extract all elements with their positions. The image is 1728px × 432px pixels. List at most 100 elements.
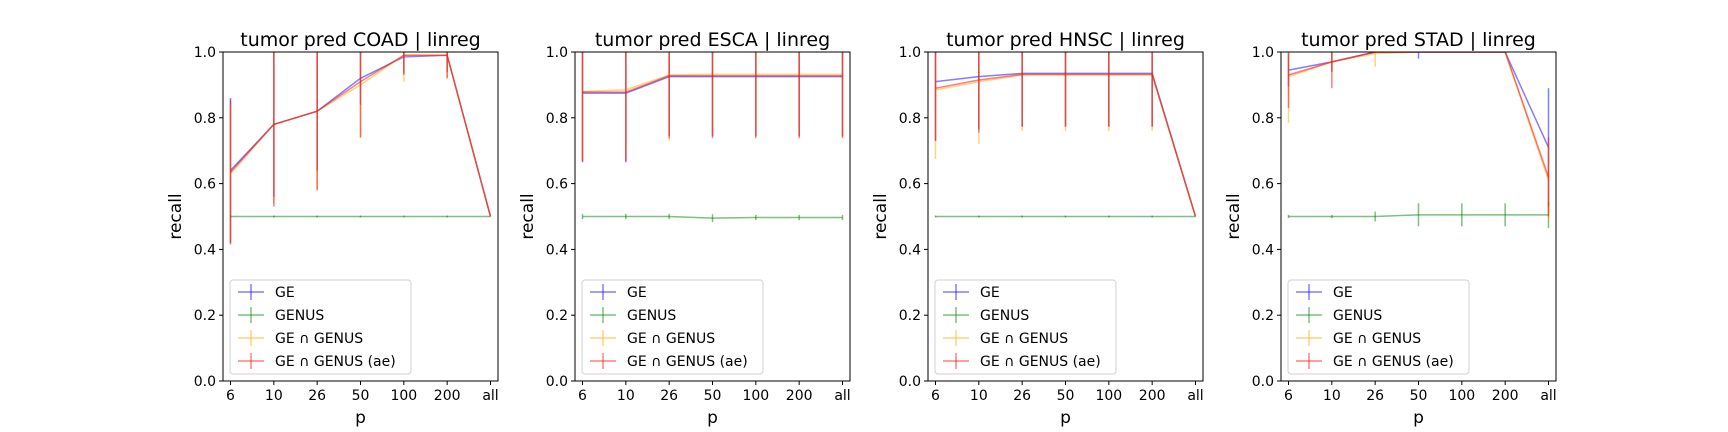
x-tick-label: all	[1187, 388, 1203, 404]
y-tick-label: 0.2	[546, 308, 568, 324]
legend-item: GENUS	[590, 307, 676, 324]
chart-panel-2: tumor pred ESCA | linreg 0.0 0.2 0.4 0.6 0.8 1…	[518, 29, 851, 428]
legend-label: GE ∩ GENUS	[275, 331, 363, 347]
x-tick-label: 50	[352, 388, 370, 404]
legend-label: GE ∩ GENUS (ae)	[627, 354, 748, 370]
x-tick-label: 10	[970, 388, 988, 404]
legend-item: GE ∩ GENUS (ae)	[943, 353, 1101, 370]
legend-label: GE	[1333, 285, 1353, 301]
x-axis-label: p	[1413, 408, 1424, 428]
legend-item: GE	[943, 284, 1000, 301]
y-tick-label: 1.0	[899, 45, 921, 61]
axes-frame	[222, 51, 499, 382]
axes-frame	[574, 51, 851, 382]
series-ge-genus-ae	[934, 52, 1197, 217]
y-axis-label: recall	[518, 193, 538, 239]
legend-item: GE ∩ GENUS (ae)	[238, 353, 396, 370]
legend-box	[1287, 279, 1470, 375]
x-tick-label: 50	[1410, 388, 1428, 404]
legend-label: GENUS	[1333, 308, 1382, 324]
x-tick-label: all	[1540, 388, 1556, 404]
legend-item: GE	[1296, 284, 1353, 301]
legend-box	[934, 279, 1117, 375]
x-tick-label: all	[482, 388, 498, 404]
y-tick-label: 0.8	[1252, 111, 1274, 127]
legend-label: GE	[980, 285, 1000, 301]
legend-item: GE	[590, 284, 647, 301]
x-tick-label: 10	[265, 388, 283, 404]
x-tick-label: 26	[308, 388, 326, 404]
legend-label: GE	[627, 285, 647, 301]
chart-panel-4: tumor pred STAD | linreg 0.0 0.2 0.4 0.6 0.8 1…	[1224, 29, 1557, 428]
chart-title: tumor pred COAD | linreg	[240, 29, 480, 51]
x-tick-label: 200	[434, 388, 461, 404]
legend-label: GE ∩ GENUS (ae)	[275, 354, 396, 370]
legend: GE GENUS GE ∩ GENUS GE ∩ GENUS (ae)	[1287, 279, 1470, 375]
x-tick-label: all	[834, 388, 850, 404]
series-line	[1288, 52, 1550, 178]
legend-label: GE ∩ GENUS	[627, 331, 715, 347]
legend: GE GENUS GE ∩ GENUS GE ∩ GENUS (ae)	[581, 279, 764, 375]
chart-panel-3: tumor pred HNSC | linreg 0.0 0.2 0.4 0.6 0.8 1…	[871, 29, 1204, 428]
series-ge-genus-ae	[581, 52, 844, 162]
y-tick-label: 0.8	[194, 111, 216, 127]
plot-area	[229, 52, 492, 245]
y-axis-label: recall	[871, 193, 891, 239]
series-line	[1288, 52, 1550, 181]
legend-label: GE ∩ GENUS (ae)	[980, 354, 1101, 370]
legend-item: GENUS	[1296, 307, 1382, 324]
series-ge	[1287, 52, 1550, 207]
x-tick-label: 6	[931, 388, 940, 404]
x-tick-label: 6	[1284, 388, 1293, 404]
legend-item: GENUS	[238, 307, 324, 324]
y-axis-label: recall	[1224, 193, 1244, 239]
y-tick-label: 0.4	[899, 242, 921, 258]
y-tick-label: 0.4	[1252, 242, 1274, 258]
series-ge-genus-ae	[229, 52, 492, 245]
series-genus	[934, 215, 1196, 218]
series-genus	[229, 215, 491, 218]
x-tick-label: 100	[1448, 388, 1475, 404]
legend-box	[229, 279, 412, 375]
y-tick-label: 0.0	[899, 374, 921, 390]
legend-item: GE ∩ GENUS	[590, 330, 715, 347]
axes-frame	[1280, 51, 1557, 382]
legend-item: GENUS	[943, 307, 1029, 324]
y-tick-label: 1.0	[1252, 45, 1274, 61]
x-tick-label: 26	[1366, 388, 1384, 404]
legend-label: GE ∩ GENUS	[980, 331, 1068, 347]
legend-item: GE ∩ GENUS (ae)	[1296, 353, 1454, 370]
legend-label: GENUS	[275, 308, 324, 324]
series-genus	[581, 213, 844, 223]
legend-item: GE	[238, 284, 295, 301]
x-axis-label: p	[707, 408, 718, 428]
legend-label: GE	[275, 285, 295, 301]
x-tick-label: 100	[742, 388, 769, 404]
legend-item: GE ∩ GENUS	[238, 330, 363, 347]
x-tick-label: 10	[617, 388, 635, 404]
x-tick-label: 6	[578, 388, 587, 404]
legend-box	[581, 279, 764, 375]
chart-panel-1: tumor pred COAD | linreg 0.0 0.2 0.4 0.6 0.8 1…	[166, 29, 499, 428]
legend: GE GENUS GE ∩ GENUS GE ∩ GENUS (ae)	[934, 279, 1117, 375]
legend-item: GE ∩ GENUS (ae)	[590, 353, 748, 370]
x-tick-label: 200	[1492, 388, 1519, 404]
x-tick-label: 50	[704, 388, 722, 404]
x-axis-label: p	[355, 408, 366, 428]
y-tick-label: 0.4	[546, 242, 568, 258]
x-tick-label: 26	[660, 388, 678, 404]
legend-item: GE ∩ GENUS	[1296, 330, 1421, 347]
x-tick-label: 50	[1057, 388, 1075, 404]
legend-label: GE ∩ GENUS	[1333, 331, 1421, 347]
y-tick-label: 0.8	[546, 111, 568, 127]
y-tick-label: 0.0	[1252, 374, 1274, 390]
y-tick-label: 0.6	[546, 177, 568, 193]
y-tick-label: 0.6	[899, 177, 921, 193]
x-tick-label: 200	[1139, 388, 1166, 404]
plot-area	[581, 52, 844, 223]
series-ge-genus	[1287, 52, 1550, 220]
x-tick-label: 100	[390, 388, 417, 404]
x-tick-label: 6	[226, 388, 235, 404]
series-genus	[1287, 201, 1550, 229]
y-tick-label: 0.2	[194, 308, 216, 324]
